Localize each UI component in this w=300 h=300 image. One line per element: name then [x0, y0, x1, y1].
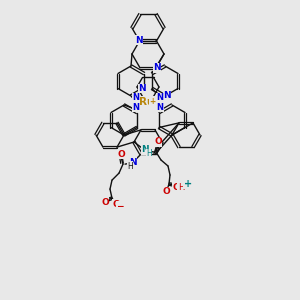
- Text: H: H: [127, 162, 133, 171]
- Text: N: N: [133, 103, 140, 112]
- Text: +: +: [184, 179, 192, 189]
- Text: N: N: [133, 94, 140, 103]
- Text: ++: ++: [150, 97, 162, 106]
- Text: O: O: [112, 200, 120, 208]
- Text: O: O: [101, 198, 109, 207]
- Text: H: H: [146, 149, 152, 158]
- Text: N: N: [141, 146, 149, 154]
- Text: O: O: [162, 188, 170, 196]
- Text: O: O: [154, 137, 162, 146]
- Text: O: O: [117, 150, 125, 159]
- Text: O: O: [172, 182, 180, 191]
- Text: N: N: [153, 63, 161, 72]
- Text: N: N: [135, 36, 143, 45]
- Text: N: N: [163, 92, 171, 100]
- Text: N: N: [157, 103, 164, 112]
- Text: −: −: [116, 202, 124, 211]
- Text: N: N: [129, 158, 137, 166]
- Text: Ru: Ru: [139, 97, 155, 107]
- Text: H: H: [178, 182, 184, 191]
- Text: N: N: [157, 94, 164, 103]
- Text: N: N: [138, 84, 146, 93]
